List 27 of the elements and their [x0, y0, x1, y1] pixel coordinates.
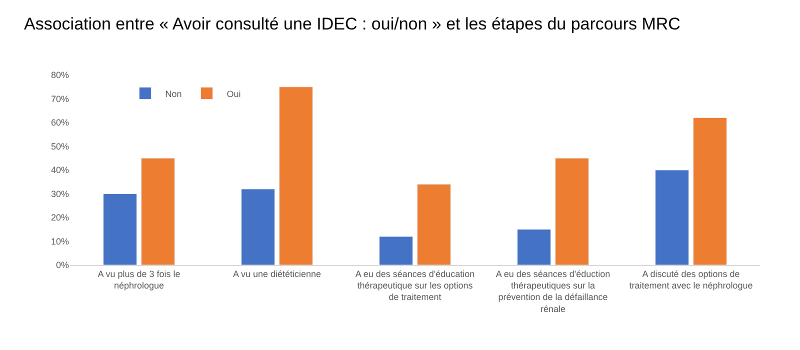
x-tick-label: A discuté des options de traitement avec le néphrologue: [629, 268, 753, 290]
y-tick-label: 40%: [50, 165, 69, 176]
bar: [693, 118, 727, 265]
bar: [555, 158, 589, 265]
bar: [655, 170, 689, 265]
legend-label: Oui: [226, 88, 241, 99]
bar: [279, 86, 313, 265]
y-tick-label: 30%: [50, 188, 69, 199]
chart-title: Association entre « Avoir consulté une IDEC : oui/non » et les étapes du parcours MRC: [24, 14, 680, 34]
bar: [417, 184, 451, 265]
y-tick-label: 70%: [50, 94, 69, 104]
bar: [141, 158, 175, 265]
y-tick-label: 60%: [50, 118, 69, 128]
legend-label: Non: [165, 88, 182, 99]
x-tick-label: A vu plus de 3 fois le néphrologue: [98, 268, 180, 290]
bar: [379, 236, 413, 265]
y-tick-label: 0%: [56, 260, 69, 270]
bar: [241, 188, 275, 265]
x-tick-label: A eu des séances d'éducation thérapeutique sur les options de traitement: [355, 268, 475, 302]
y-tick-label: 50%: [50, 141, 69, 152]
y-tick-label: 80%: [50, 70, 69, 80]
bar: [103, 194, 137, 265]
x-tick-label: A vu une diététicienne: [232, 268, 322, 279]
x-tick-label: A eu des séances d'éduction thérapeutiques sur la prévention de la défaillance rénale: [496, 268, 610, 314]
y-tick-label: 20%: [50, 212, 69, 223]
y-tick-label: 10%: [50, 236, 69, 246]
bar: [517, 229, 551, 265]
